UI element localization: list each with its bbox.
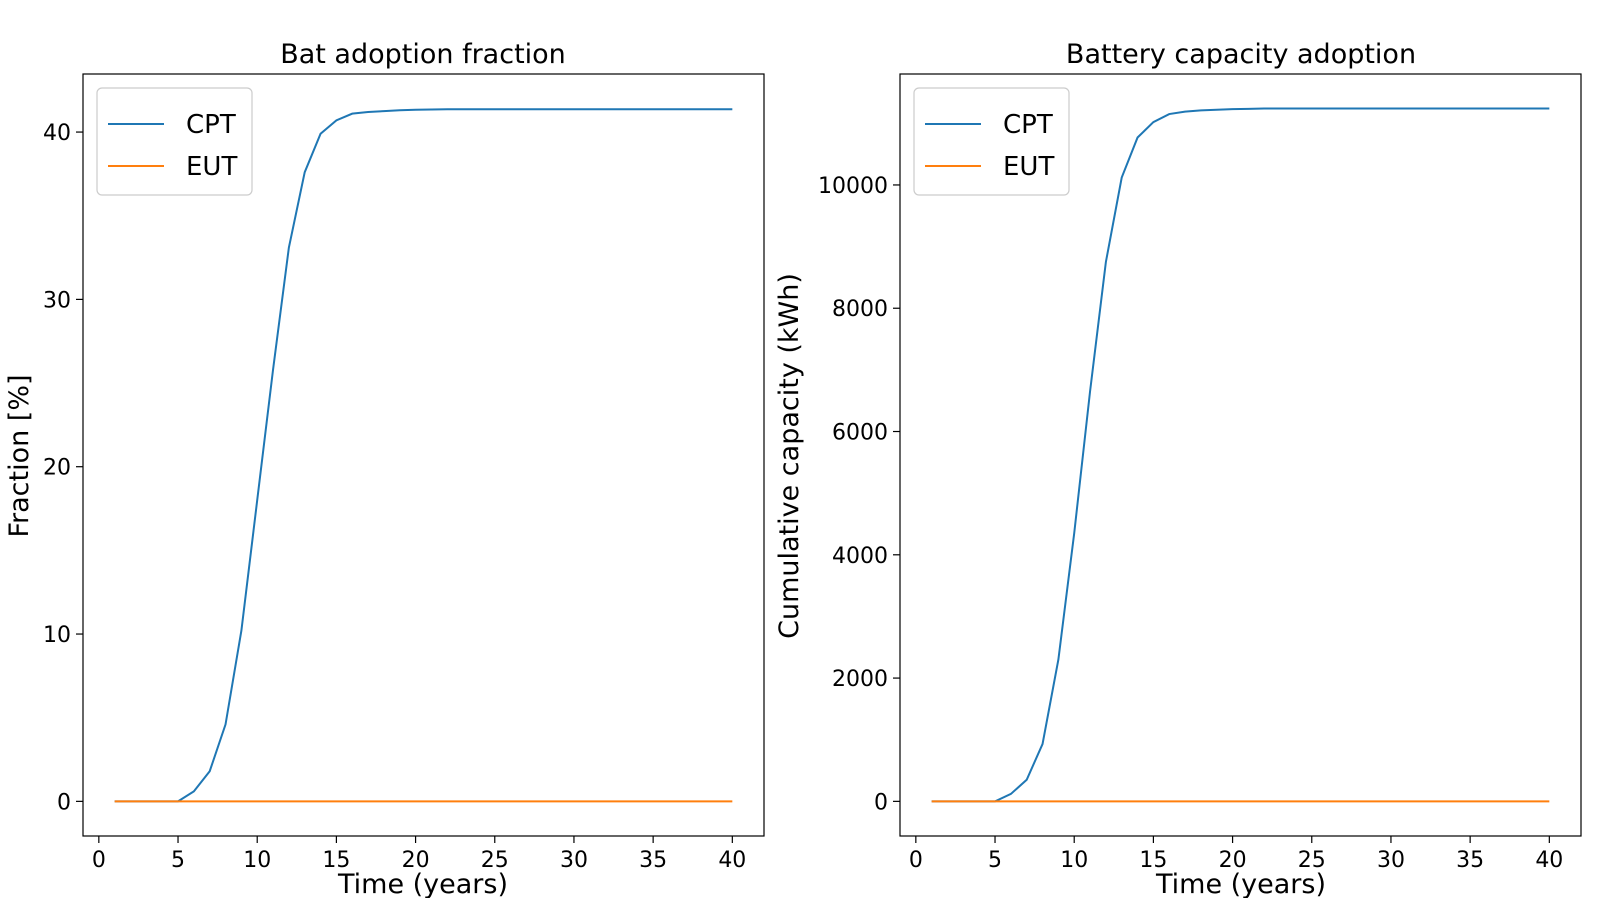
right-legend-label-cpt: CPT <box>1003 110 1053 140</box>
left-x-tick-label: 0 <box>92 848 106 873</box>
right-y-tick-label: 0 <box>874 790 888 815</box>
right-x-tick-label: 5 <box>988 848 1002 873</box>
left-legend-label-cpt: CPT <box>186 110 236 140</box>
right-x-tick-label: 35 <box>1456 848 1484 873</box>
left-chart-title: Bat adoption fraction <box>280 39 566 70</box>
right-chart-title: Battery capacity adoption <box>1066 39 1416 70</box>
left-series-line-cpt <box>114 108 733 803</box>
right-series-line-cpt <box>931 107 1550 803</box>
right-chart-panel: Battery capacity adoption Time (years) C… <box>774 39 1582 898</box>
left-x-tick-label: 5 <box>171 848 185 873</box>
right-y-tick-label: 10000 <box>818 174 888 199</box>
right-x-tick-label: 25 <box>1298 848 1326 873</box>
left-y-tick-label: 0 <box>57 790 71 815</box>
right-y-tick-label: 2000 <box>832 667 888 692</box>
left-y-tick-label: 10 <box>43 623 71 648</box>
right-axes-frame <box>899 73 1582 837</box>
left-x-tick-label: 25 <box>481 848 509 873</box>
right-x-tick-label: 15 <box>1139 848 1167 873</box>
right-x-tick-label: 0 <box>909 848 923 873</box>
left-x-axis-label: Time (years) <box>337 869 508 898</box>
left-x-tick-label: 20 <box>402 848 430 873</box>
left-x-tick-label: 15 <box>322 848 350 873</box>
left-x-tick-label: 40 <box>718 848 746 873</box>
right-legend-label-eut: EUT <box>1003 152 1054 182</box>
left-legend-label-eut: EUT <box>186 152 237 182</box>
left-x-tick-label: 30 <box>560 848 588 873</box>
left-y-tick-label: 20 <box>43 456 71 481</box>
right-x-tick-label: 40 <box>1535 848 1563 873</box>
right-x-tick-label: 30 <box>1377 848 1405 873</box>
right-y-axis-label: Cumulative capacity (kWh) <box>774 273 805 639</box>
left-chart-panel: Bat adoption fraction Time (years) Fract… <box>4 39 765 898</box>
left-x-tick-label: 10 <box>243 848 271 873</box>
right-y-tick-label: 4000 <box>832 544 888 569</box>
left-y-axis-label: Fraction [%] <box>4 374 35 537</box>
right-legend: CPT EUT <box>913 87 1070 196</box>
right-y-tick-label: 8000 <box>832 297 888 322</box>
left-x-tick-label: 35 <box>639 848 667 873</box>
right-y-tick-label: 6000 <box>832 421 888 446</box>
left-axes-frame <box>82 73 765 837</box>
left-y-tick-label: 30 <box>43 288 71 313</box>
left-plot-marks: 0 5 10 15 20 25 30 35 40 0 10 20 30 40 CPT EUT <box>43 73 765 873</box>
right-legend-box <box>913 87 1070 196</box>
right-x-axis-label: Time (years) <box>1155 869 1326 898</box>
left-legend-box <box>96 87 253 196</box>
right-plot-marks: 0 5 10 15 20 25 30 35 40 0 2000 4000 6000 8000 10000 CP… <box>818 73 1582 873</box>
right-x-tick-label: 10 <box>1060 848 1088 873</box>
right-x-tick-label: 20 <box>1219 848 1247 873</box>
left-legend: CPT EUT <box>96 87 253 196</box>
left-y-tick-label: 40 <box>43 121 71 146</box>
